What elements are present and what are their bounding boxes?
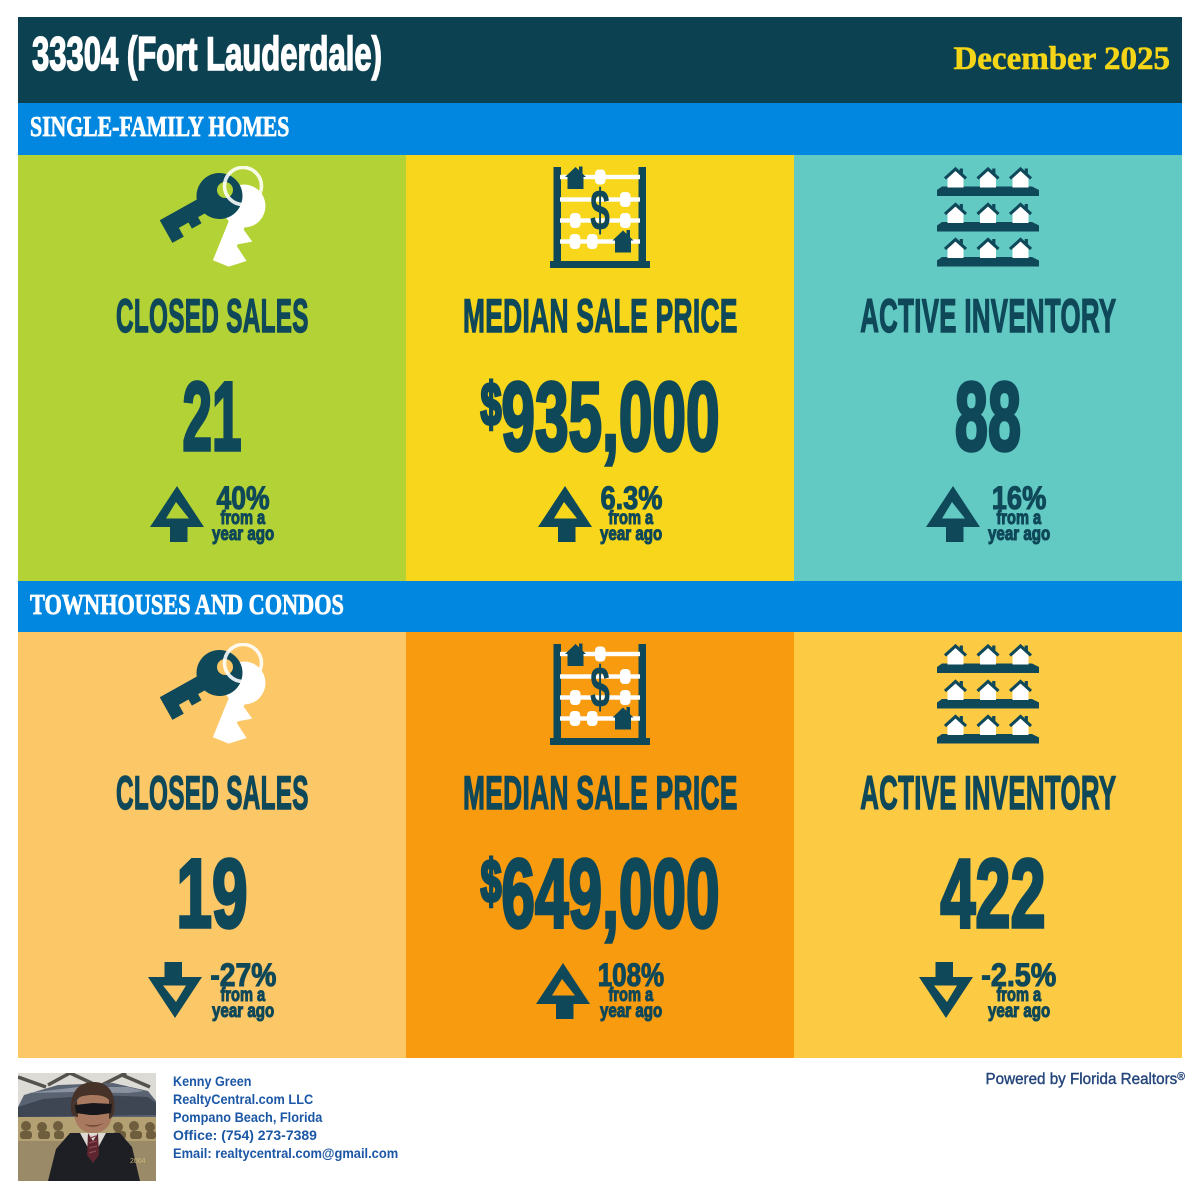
svg-text:$: $	[590, 178, 610, 243]
svg-text:$: $	[590, 655, 610, 720]
svg-text:2004: 2004	[130, 1158, 146, 1165]
